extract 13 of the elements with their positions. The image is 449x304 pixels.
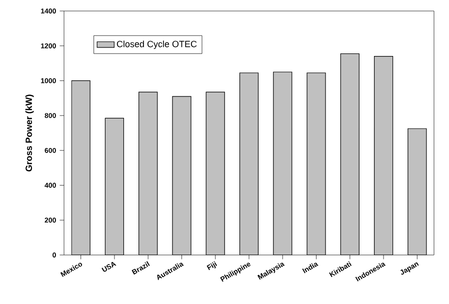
bar bbox=[240, 72, 258, 255]
bar bbox=[172, 96, 191, 255]
y-axis-title: Gross Power (kW) bbox=[25, 94, 34, 172]
bar bbox=[105, 118, 124, 255]
legend-label: Closed Cycle OTEC bbox=[116, 40, 197, 49]
bar bbox=[340, 54, 360, 255]
bar bbox=[138, 92, 158, 255]
bar bbox=[273, 72, 292, 255]
bar bbox=[408, 128, 427, 255]
bar bbox=[206, 92, 225, 255]
bar bbox=[374, 56, 393, 255]
bar bbox=[307, 72, 326, 255]
bar bbox=[72, 80, 90, 255]
